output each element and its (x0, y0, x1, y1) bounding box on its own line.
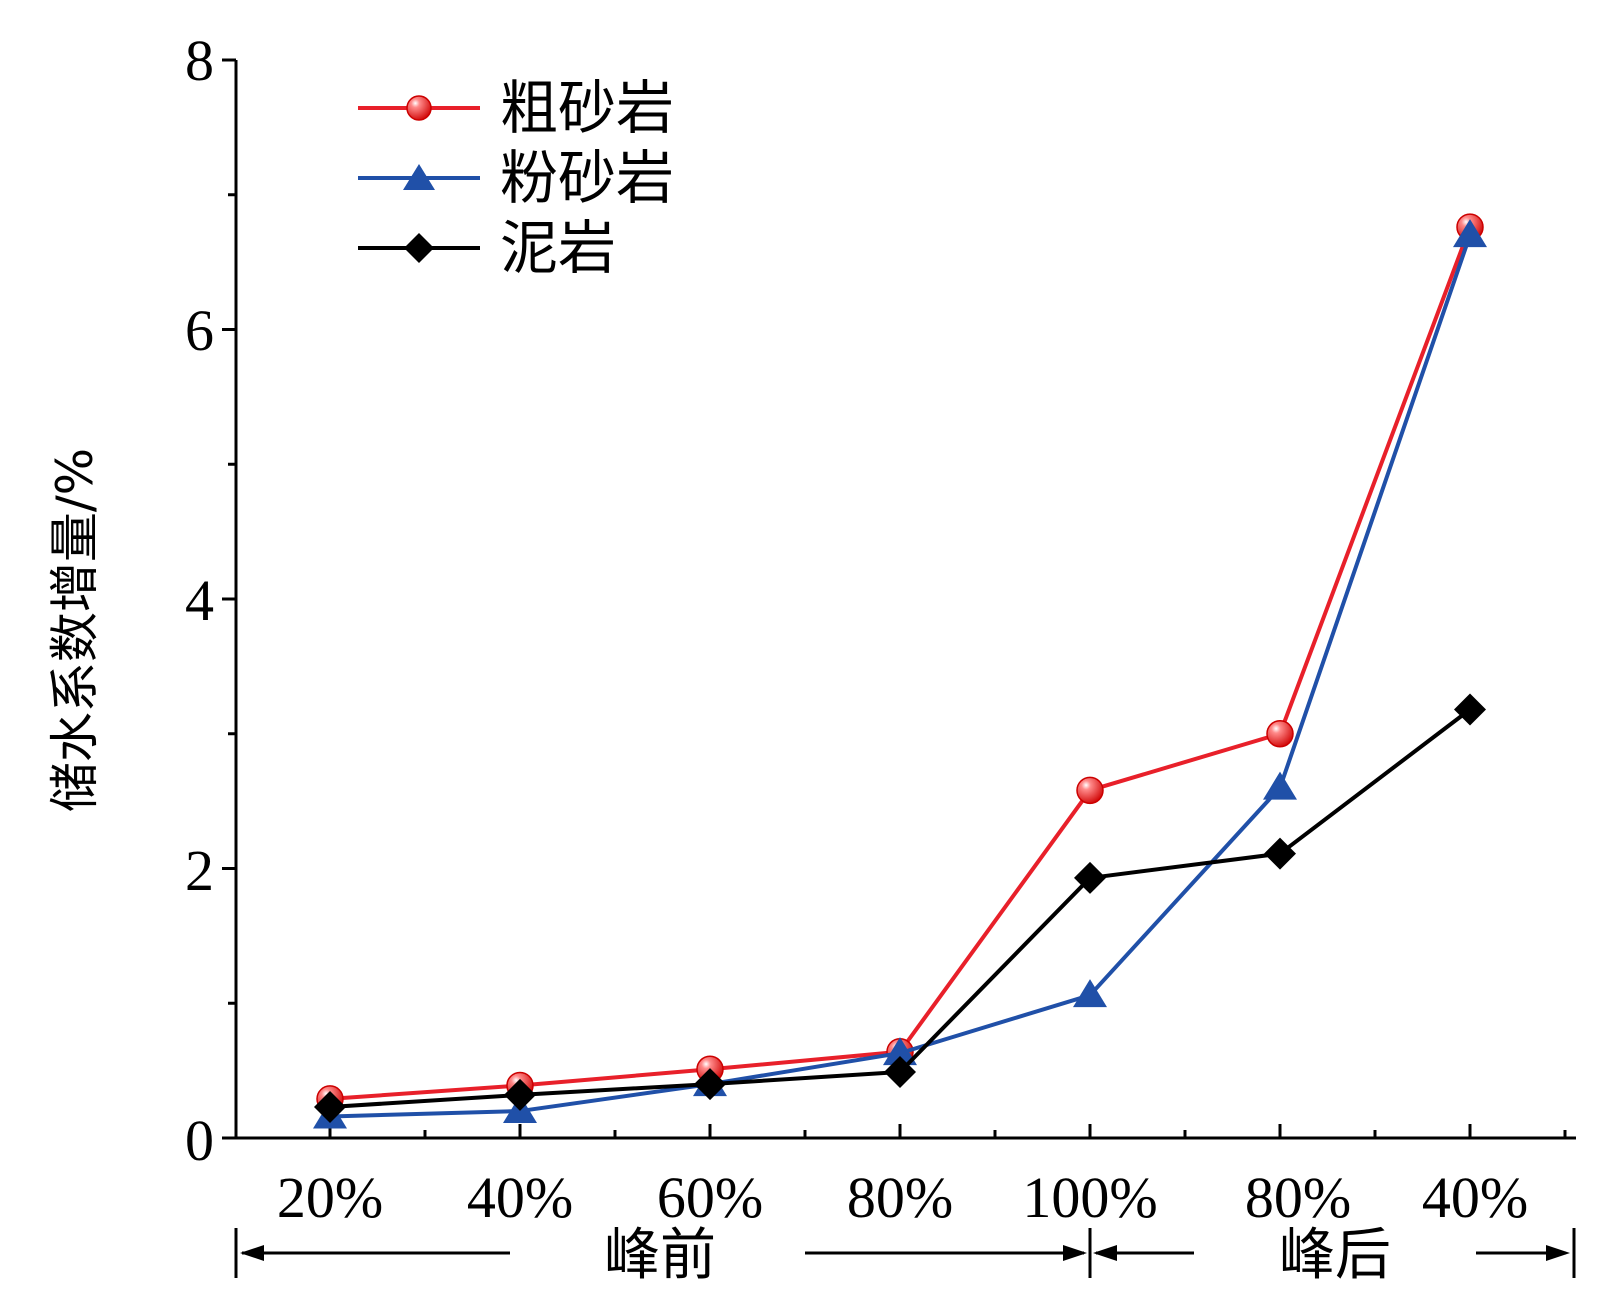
series-0 (316, 213, 1484, 1113)
data-point-1-4 (1073, 979, 1107, 1008)
legend: 粗砂岩 粉砂岩 泥岩 (358, 74, 674, 282)
data-point-0-5 (1266, 720, 1294, 748)
phase-label-post-peak: 峰后 (1279, 1223, 1391, 1288)
phase-bracket-post-peak (1093, 1228, 1576, 1278)
y-axis-minor-ticks (228, 193, 236, 1005)
x-category-label-2: 60% (657, 1165, 763, 1230)
series-line-0 (329, 226, 1472, 1101)
x-axis-minor-ticks (423, 1130, 1567, 1138)
legend-label-coarse-sandstone: 粗砂岩 (500, 74, 674, 142)
data-point-2-1 (504, 1078, 536, 1111)
y-axis-label: 储水系数增量/% (46, 448, 104, 812)
x-axis-ticks (328, 1124, 1472, 1138)
y-tick-label-2: 2 (185, 838, 214, 903)
data-point-2-3 (884, 1055, 916, 1088)
x-category-label-0: 20% (277, 1165, 383, 1230)
legend-item-mudstone: 泥岩 (358, 214, 616, 282)
series-line-1 (329, 234, 1472, 1119)
y-tick-label-8: 8 (185, 28, 214, 93)
data-point-1-5 (1263, 771, 1297, 800)
series-layer (313, 213, 1487, 1129)
y-tick-label-0: 0 (185, 1108, 214, 1173)
data-point-2-0 (314, 1091, 346, 1124)
x-category-label-1: 40% (467, 1165, 573, 1230)
y-tick-label-4: 4 (185, 568, 214, 633)
legend-label-siltstone: 粉砂岩 (500, 144, 674, 212)
x-category-label-6: 40% (1422, 1165, 1528, 1230)
legend-label-mudstone: 泥岩 (500, 214, 616, 282)
phase-bracket-pre-peak (234, 1228, 1092, 1278)
legend-item-siltstone: 粉砂岩 (358, 144, 674, 212)
series-1 (313, 219, 1487, 1129)
legend-item-coarse-sandstone: 粗砂岩 (358, 74, 674, 142)
data-point-0-4 (1076, 776, 1104, 805)
x-category-label-4: 100% (1022, 1165, 1157, 1230)
data-point-1-6 (1453, 219, 1487, 248)
data-point-2-5 (1264, 837, 1296, 870)
x-category-label-5: 80% (1245, 1165, 1351, 1230)
series-2 (314, 693, 1486, 1124)
data-point-2-4 (1074, 861, 1106, 894)
y-axis-ticks (222, 58, 236, 1140)
data-point-2-6 (1454, 693, 1486, 726)
phase-label-pre-peak: 峰前 (604, 1223, 716, 1288)
data-point-1-3 (883, 1037, 917, 1066)
y-tick-label-6: 6 (185, 298, 214, 363)
x-category-label-3: 80% (847, 1165, 953, 1230)
data-point-2-2 (694, 1068, 726, 1101)
